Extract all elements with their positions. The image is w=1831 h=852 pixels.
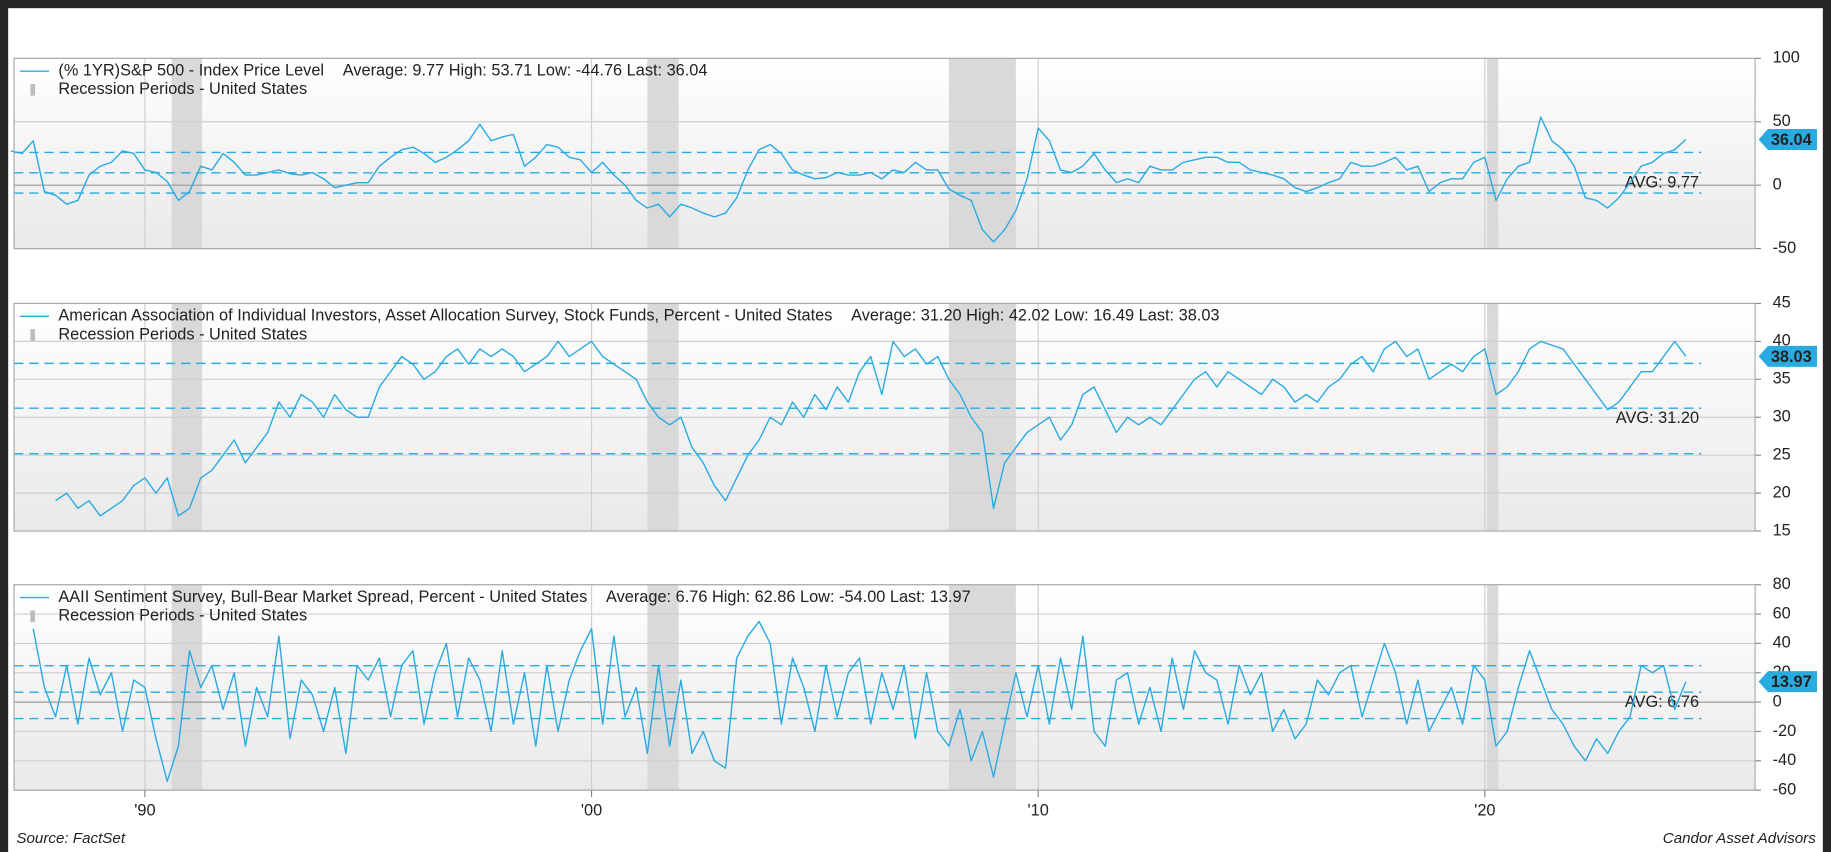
panel-background: [14, 58, 1756, 249]
data-line: [32, 620, 1687, 783]
source: Source: FactSet: [16, 830, 125, 847]
legend-label: (% 1YR)S&P 500 - Index Price Level: [58, 62, 324, 80]
y-tick-label: -20: [1773, 722, 1797, 740]
panel-background: [14, 584, 1756, 791]
recession-shade: [948, 58, 1016, 249]
last-value-badge: [1758, 128, 1817, 150]
last-value-label: 13.97: [1771, 673, 1812, 691]
panel-frame: [13, 302, 1756, 532]
y-tick-label: 40: [1773, 634, 1791, 652]
credit: Candor Asset Advisors: [1663, 830, 1816, 847]
recession-shade: [948, 584, 1016, 791]
y-tick-label: 15: [1773, 521, 1791, 539]
y-tick-label: 50: [1773, 112, 1791, 130]
average-label: AVG: 6.76: [1625, 693, 1699, 711]
x-tick-label: '90: [134, 801, 155, 819]
y-tick-label: 0: [1773, 692, 1782, 710]
legend-stats: Average: 9.77 High: 53.71 Low: -44.76 La…: [343, 62, 708, 80]
y-tick-label: -50: [1773, 239, 1797, 257]
y-tick-label: -60: [1773, 780, 1797, 798]
legend-swatch: [30, 610, 36, 623]
y-tick-label: 60: [1773, 604, 1791, 622]
panel-frame: [13, 584, 1756, 791]
legend-stats: Average: 31.20 High: 42.02 Low: 16.49 La…: [851, 307, 1219, 325]
y-tick-label: -40: [1773, 751, 1797, 769]
y-tick-label: 40: [1773, 332, 1791, 350]
recession-shade: [171, 584, 203, 791]
last-value-badge: [1758, 671, 1817, 693]
panel-frame: [13, 57, 1756, 250]
recession-shade: [647, 584, 679, 791]
last-value-badge: [1758, 345, 1817, 367]
recession-shade: [647, 58, 679, 249]
y-tick-label: 0: [1773, 175, 1782, 193]
legend-label: American Association of Individual Inves…: [58, 307, 832, 325]
y-tick-label: 35: [1773, 370, 1791, 388]
recession-shade: [171, 58, 203, 249]
last-value-label: 36.04: [1771, 131, 1812, 149]
average-label: AVG: 9.77: [1625, 174, 1699, 192]
y-tick-label: 20: [1773, 483, 1791, 501]
recession-shade: [1487, 58, 1499, 249]
legend-swatch: [30, 84, 36, 96]
legend-label: Recession Periods - United States: [58, 80, 307, 98]
y-tick-label: 80: [1773, 575, 1791, 593]
recession-shade: [1487, 584, 1499, 791]
average-label: AVG: 31.20: [1616, 409, 1699, 427]
legend-label: Recession Periods - United States: [58, 607, 307, 625]
data-line: [55, 340, 1687, 517]
legend-label: AAII Sentiment Survey, Bull-Bear Market …: [58, 588, 587, 606]
legend-stats: Average: 6.76 High: 62.86 Low: -54.00 La…: [606, 588, 971, 606]
x-tick-label: '10: [1028, 801, 1049, 819]
x-tick-label: '00: [581, 801, 602, 819]
legend-swatch: [30, 329, 36, 341]
y-tick-label: 45: [1773, 294, 1791, 312]
legend-label: Recession Periods - United States: [58, 325, 307, 343]
data-line: [10, 116, 1687, 243]
last-value-label: 38.03: [1771, 348, 1812, 366]
y-tick-label: 30: [1773, 408, 1791, 426]
x-tick-label: '20: [1474, 801, 1495, 819]
y-tick-label: 100: [1773, 49, 1800, 67]
y-tick-label: 25: [1773, 445, 1791, 463]
